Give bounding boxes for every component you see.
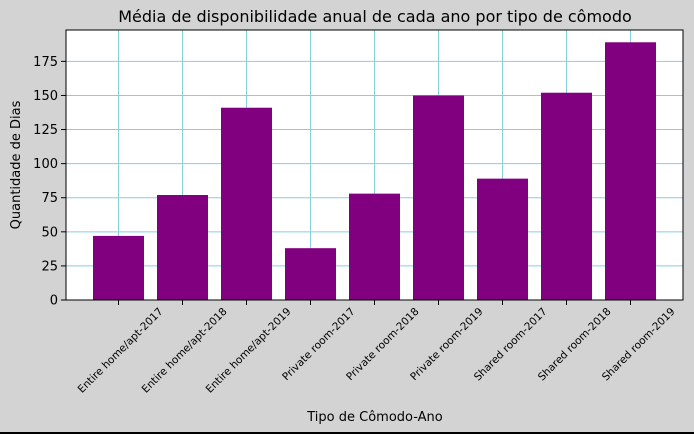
- bar: [413, 95, 464, 300]
- bar: [93, 235, 144, 300]
- y-tick-label: 75: [41, 191, 58, 206]
- bar: [285, 248, 336, 300]
- bar: [605, 42, 656, 300]
- bottom-border: [0, 432, 694, 434]
- bar: [157, 195, 208, 300]
- chart-title: Média de disponibilidade anual de cada a…: [118, 7, 632, 26]
- y-tick-label: 100: [33, 157, 58, 172]
- bar: [221, 107, 272, 301]
- x-tick-label: Shared room-2019: [600, 306, 678, 384]
- y-tick-label: 50: [41, 225, 58, 240]
- y-tick-label: 0: [50, 294, 58, 309]
- y-axis-label: Quantidade de Dias: [9, 100, 24, 229]
- y-tick-label: 175: [33, 55, 58, 70]
- bars: [93, 42, 656, 301]
- y-tick-label: 150: [33, 89, 58, 104]
- y-tick-label: 125: [33, 123, 58, 138]
- bar: [477, 178, 528, 300]
- bar: [349, 193, 400, 300]
- x-axis-label: Tipo de Cômodo-Ano: [306, 410, 443, 425]
- bar: [541, 92, 592, 301]
- y-tick-label: 25: [41, 259, 58, 274]
